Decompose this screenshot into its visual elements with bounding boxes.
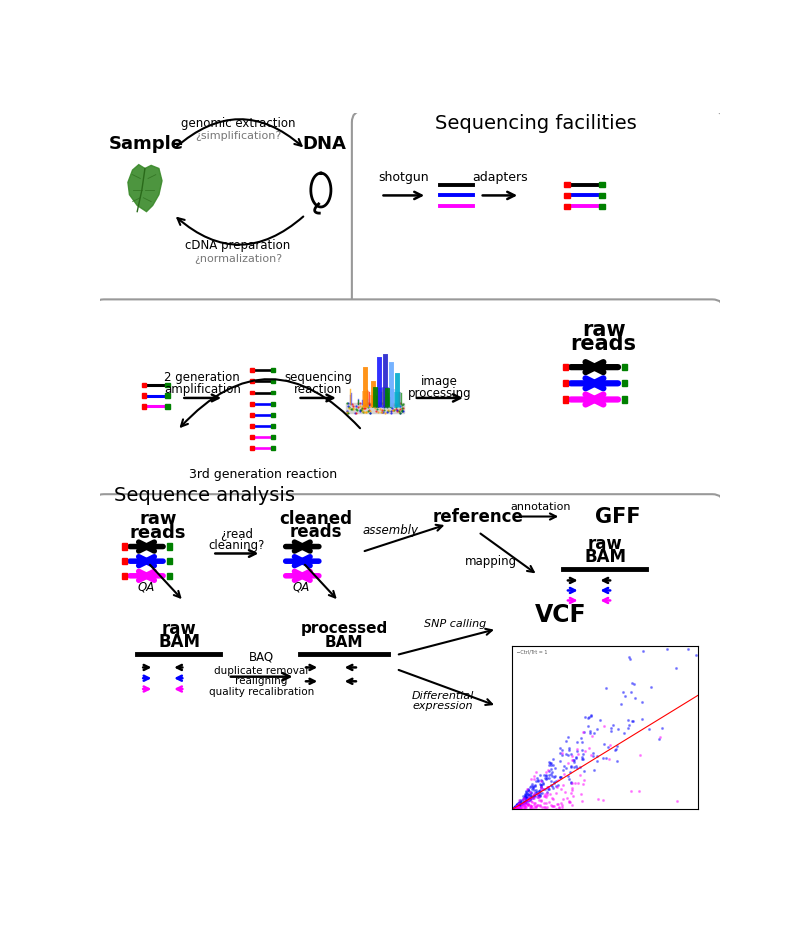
Text: reads: reads <box>570 334 637 354</box>
Bar <box>166 573 172 579</box>
Text: reads: reads <box>290 523 342 541</box>
Text: DNA: DNA <box>303 135 346 153</box>
Bar <box>599 182 605 187</box>
FancyBboxPatch shape <box>92 300 724 499</box>
Bar <box>599 203 605 209</box>
Text: amplification: amplification <box>164 383 241 396</box>
Text: sequencing: sequencing <box>285 371 353 384</box>
Text: Sequence analysis: Sequence analysis <box>114 486 295 505</box>
Text: SNP calling: SNP calling <box>424 619 486 629</box>
Text: quality recalibration: quality recalibration <box>209 687 314 697</box>
Bar <box>271 424 275 428</box>
Text: QA: QA <box>293 581 310 593</box>
Bar <box>564 182 570 187</box>
Text: genomic extraction: genomic extraction <box>181 118 295 130</box>
Text: shotgun: shotgun <box>378 171 429 184</box>
Text: Differential: Differential <box>411 690 474 701</box>
Bar <box>250 380 254 383</box>
Text: raw: raw <box>582 320 626 340</box>
Bar <box>622 381 627 386</box>
Bar <box>250 391 254 395</box>
Bar <box>250 435 254 439</box>
Text: mapping: mapping <box>466 555 518 568</box>
Text: ¿simplification?: ¿simplification? <box>195 131 281 141</box>
Bar <box>599 193 605 198</box>
Text: ¿normalization?: ¿normalization? <box>194 254 282 265</box>
Text: reference: reference <box>433 508 524 526</box>
Text: duplicate removal: duplicate removal <box>214 665 308 675</box>
FancyBboxPatch shape <box>92 495 724 842</box>
Bar <box>622 364 627 370</box>
Bar <box>271 447 275 450</box>
Text: processed: processed <box>301 622 388 637</box>
Bar <box>622 397 627 402</box>
Text: Sample: Sample <box>109 135 184 153</box>
Text: QA: QA <box>138 581 155 593</box>
Text: cleaning?: cleaning? <box>208 539 265 552</box>
Bar <box>564 193 570 198</box>
Bar <box>250 368 254 372</box>
Text: raw: raw <box>162 620 197 638</box>
Bar <box>562 364 568 370</box>
Text: image: image <box>421 375 458 388</box>
Bar <box>271 413 275 416</box>
Bar <box>271 380 275 383</box>
Text: cleaned: cleaned <box>279 510 352 528</box>
Bar <box>122 573 127 579</box>
Bar <box>271 402 275 406</box>
Bar <box>564 203 570 209</box>
Bar <box>271 391 275 395</box>
Bar <box>562 381 568 386</box>
Text: BAM: BAM <box>584 548 626 566</box>
Text: VCF: VCF <box>535 603 587 627</box>
Text: raw: raw <box>588 535 622 553</box>
Text: GFF: GFF <box>595 507 641 527</box>
Text: BAQ: BAQ <box>249 651 274 664</box>
Polygon shape <box>128 165 162 212</box>
Bar <box>166 382 170 387</box>
Bar <box>271 368 275 372</box>
Bar <box>250 402 254 406</box>
Text: annotation: annotation <box>510 502 570 512</box>
Text: 3rd generation reaction: 3rd generation reaction <box>189 468 337 481</box>
Bar <box>562 397 568 402</box>
Text: Sequencing facilities: Sequencing facilities <box>434 114 637 134</box>
Bar <box>142 404 146 409</box>
Bar <box>166 404 170 409</box>
Text: realigning: realigning <box>235 676 287 687</box>
Polygon shape <box>346 402 404 414</box>
Bar <box>142 394 146 398</box>
Bar <box>166 544 172 549</box>
Text: reaction: reaction <box>294 383 342 396</box>
FancyBboxPatch shape <box>92 111 390 315</box>
Text: processing: processing <box>408 387 471 399</box>
Bar <box>122 544 127 549</box>
Text: BAM: BAM <box>325 635 363 650</box>
FancyBboxPatch shape <box>352 111 724 315</box>
Bar <box>142 382 146 387</box>
Bar <box>250 413 254 416</box>
Text: adapters: adapters <box>472 171 528 184</box>
Text: raw: raw <box>139 510 177 528</box>
Text: 2 generation: 2 generation <box>165 371 240 384</box>
Text: ¿read: ¿read <box>220 528 253 541</box>
Bar <box>250 424 254 428</box>
Bar <box>122 558 127 564</box>
Text: reads: reads <box>130 524 186 542</box>
Text: cDNA preparation: cDNA preparation <box>186 239 290 252</box>
Text: expression: expression <box>412 701 473 711</box>
Bar <box>250 447 254 450</box>
Text: assembly: assembly <box>362 524 418 537</box>
Bar <box>166 558 172 564</box>
Bar <box>271 435 275 439</box>
Bar <box>166 394 170 398</box>
Text: BAM: BAM <box>158 633 200 651</box>
